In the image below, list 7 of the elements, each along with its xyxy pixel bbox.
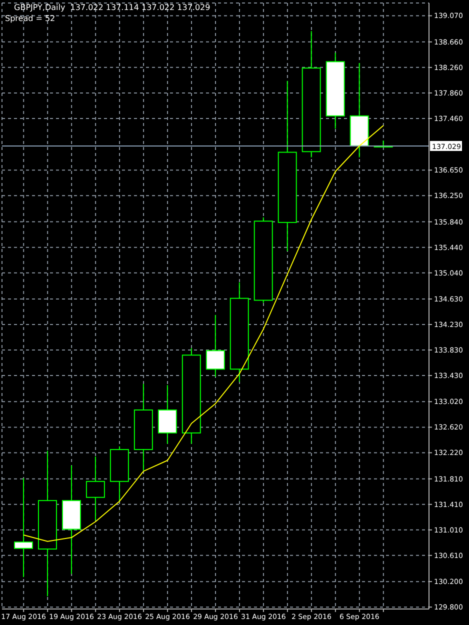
chart-title: GBPJPY,Daily 137.022 137.114 137.022 137.029 xyxy=(14,3,210,12)
text: Spread = 52 xyxy=(5,14,56,23)
candlestick xyxy=(86,456,105,521)
candlestick xyxy=(158,384,177,444)
candlestick xyxy=(206,314,225,378)
candlestick xyxy=(14,478,33,578)
line-series xyxy=(23,124,384,542)
